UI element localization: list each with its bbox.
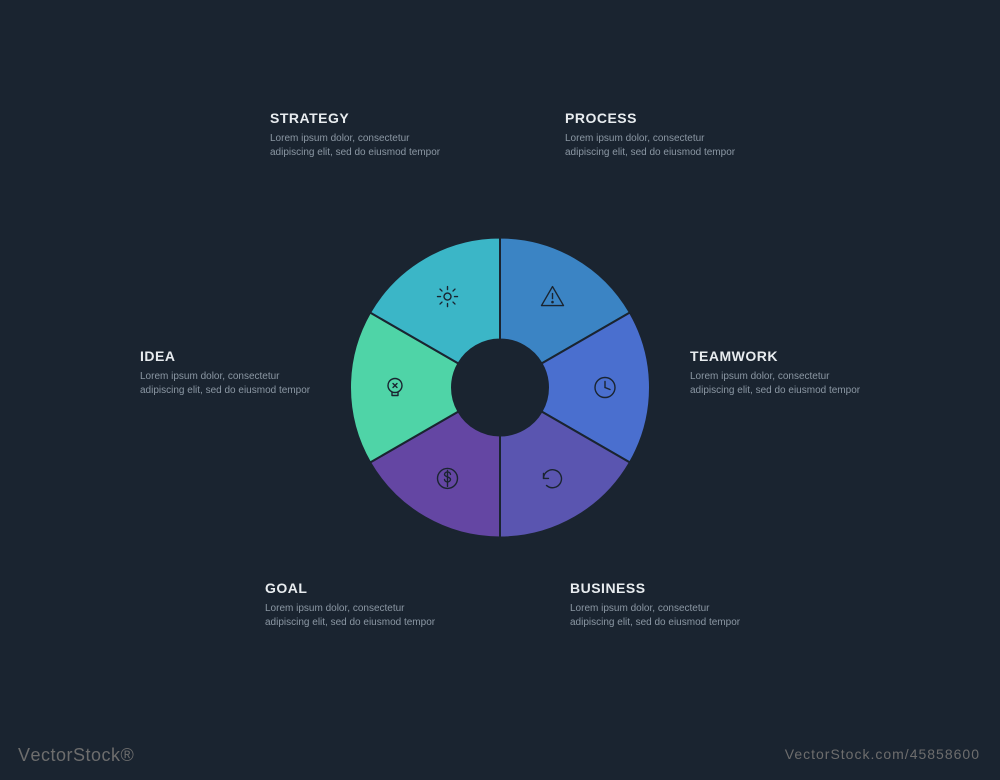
donut-hole (452, 340, 548, 436)
label-strategy: STRATEGY Lorem ipsum dolor, consectetur a… (270, 110, 450, 159)
label-title-strategy: STRATEGY (270, 110, 450, 126)
label-goal: GOAL Lorem ipsum dolor, consectetur adipi… (265, 580, 445, 629)
watermark-brand-prefix: V (18, 745, 31, 765)
donut-svg (346, 234, 654, 542)
label-desc-process: Lorem ipsum dolor, consectetur adipiscin… (565, 132, 745, 159)
label-title-idea: IDEA (140, 348, 320, 364)
label-teamwork: TEAMWORK Lorem ipsum dolor, consectetur a… (690, 348, 870, 397)
infographic-canvas: STRATEGY Lorem ipsum dolor, consectetur a… (0, 0, 1000, 780)
donut-chart (346, 234, 654, 547)
label-title-process: PROCESS (565, 110, 745, 126)
label-title-goal: GOAL (265, 580, 445, 596)
watermark-id: VectorStock.com/45858600 (785, 746, 980, 762)
label-desc-goal: Lorem ipsum dolor, consectetur adipiscin… (265, 602, 445, 629)
watermark-brand: VectorStock® (18, 745, 134, 766)
label-title-teamwork: TEAMWORK (690, 348, 870, 364)
label-process: PROCESS Lorem ipsum dolor, consectetur ad… (565, 110, 745, 159)
watermark-brand-rest: ectorStock® (31, 745, 135, 765)
label-business: BUSINESS Lorem ipsum dolor, consectetur a… (570, 580, 750, 629)
label-title-business: BUSINESS (570, 580, 750, 596)
label-idea: IDEA Lorem ipsum dolor, consectetur adipi… (140, 348, 320, 397)
label-desc-strategy: Lorem ipsum dolor, consectetur adipiscin… (270, 132, 450, 159)
label-desc-teamwork: Lorem ipsum dolor, consectetur adipiscin… (690, 370, 870, 397)
label-desc-idea: Lorem ipsum dolor, consectetur adipiscin… (140, 370, 320, 397)
label-desc-business: Lorem ipsum dolor, consectetur adipiscin… (570, 602, 750, 629)
